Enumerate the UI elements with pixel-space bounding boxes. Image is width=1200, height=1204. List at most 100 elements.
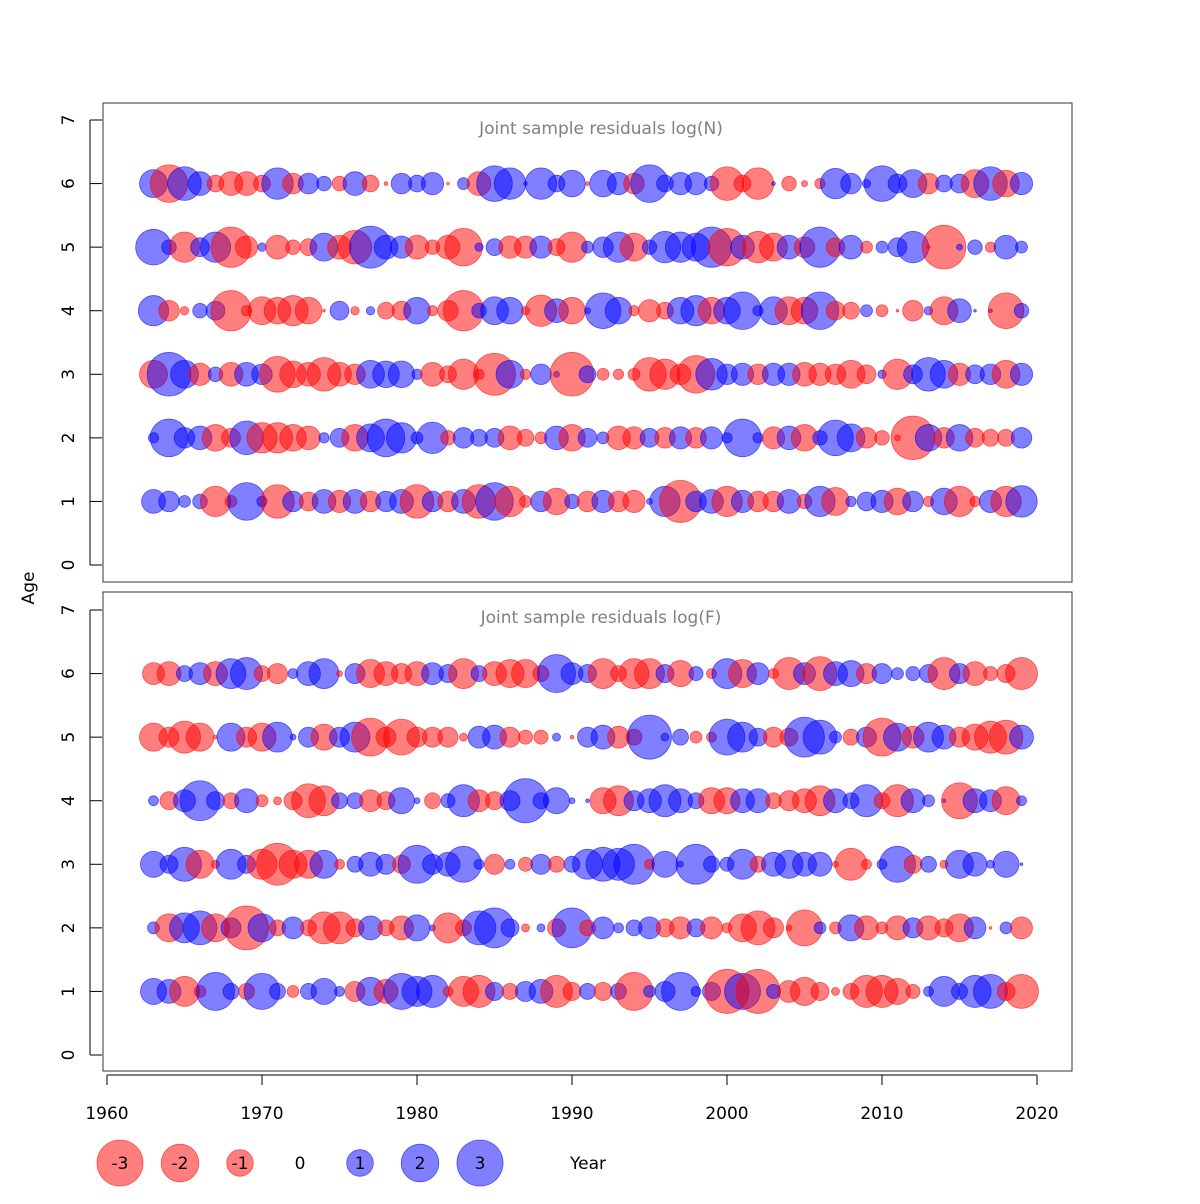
bubble-age4-1973 xyxy=(294,297,323,325)
x-tick-label: 1980 xyxy=(395,1104,438,1124)
y-tick-label: 4 xyxy=(59,305,79,316)
bubble-age1-1990 xyxy=(562,982,582,1001)
bubble-age3-2012 xyxy=(903,854,923,874)
y-tick-label: 5 xyxy=(59,732,79,743)
bubble-age2-1992 xyxy=(591,916,615,940)
bubble-age1-2012 xyxy=(905,983,921,999)
bubble-age3-1966 xyxy=(188,362,212,386)
bubble-age1-1968 xyxy=(222,983,240,1000)
bubble-age1-2012 xyxy=(902,490,924,513)
bubbles xyxy=(135,164,1038,523)
bubble-age4-1965 xyxy=(179,306,190,316)
y-axis-label: Age xyxy=(19,572,39,605)
plot-frame xyxy=(102,102,1073,583)
bubble-age4-1975 xyxy=(329,300,350,321)
bubble-age5-1987 xyxy=(518,729,533,745)
bubble-age6-2004 xyxy=(781,175,797,192)
bubble-age1-1998 xyxy=(690,986,702,997)
bubble-age4-2019 xyxy=(1016,795,1027,807)
panel-logN: Joint sample residuals log(N) 0 1 2 3 4 5 6 7 xyxy=(59,102,1073,583)
bubble-age3-2009 xyxy=(856,364,877,385)
bubble-age3-1985 xyxy=(484,853,505,875)
bubble-age2-2010 xyxy=(874,430,890,446)
bubble-age5-1988 xyxy=(533,729,549,745)
bubble-age3-1996 xyxy=(651,850,679,878)
legend-label: -2 xyxy=(172,1154,189,1174)
bubble-age4-1980 xyxy=(403,297,431,325)
bubble-age5-1989 xyxy=(552,732,561,742)
bubble-age4-1991 xyxy=(585,798,590,804)
legend-label: 0 xyxy=(295,1154,306,1174)
bubble-age5-1995 xyxy=(627,714,672,760)
bubbles xyxy=(139,654,1039,1014)
panel-title: Joint sample residuals log(N) xyxy=(478,119,723,139)
y-tick-label: 7 xyxy=(59,605,79,616)
bubble-age4-1990 xyxy=(558,297,586,325)
bubble-age4-1963 xyxy=(148,795,159,807)
bubble-age5-1972 xyxy=(289,733,297,741)
bubble-age3-1991 xyxy=(578,365,597,384)
legend-bubble xyxy=(456,1139,504,1187)
bubble-age2-2017 xyxy=(988,926,993,930)
bubble-age3-2009 xyxy=(861,858,872,870)
bubble-age1-1964 xyxy=(158,490,180,513)
bubble-age6-1974 xyxy=(316,175,332,192)
y-tick-label: 0 xyxy=(59,1050,79,1061)
legend-label: -1 xyxy=(232,1154,249,1174)
bubble-age1-2007 xyxy=(831,987,840,996)
bubble-age5-2015 xyxy=(956,243,963,251)
bubble-age4-2011 xyxy=(895,308,900,313)
bubble-age2-2009 xyxy=(855,427,878,449)
bubble-age4-1977 xyxy=(365,306,376,316)
y-tick-label: 4 xyxy=(59,795,79,806)
bubble-age4-1969 xyxy=(234,788,259,814)
bubble-age6-1978 xyxy=(383,181,389,186)
bubble-age1-1995 xyxy=(643,985,656,998)
bubble-age3-2019 xyxy=(1009,362,1034,386)
bubble-age5-2008 xyxy=(838,234,864,260)
legend-bubble xyxy=(400,1143,440,1183)
bubble-age3-1974 xyxy=(309,849,339,879)
bubble-age2-2019 xyxy=(1010,427,1033,449)
bubble-age1-1965 xyxy=(178,495,191,508)
legend-label: 2 xyxy=(415,1154,426,1174)
bubble-age1-1971 xyxy=(269,983,286,1000)
bubble-age2-1980 xyxy=(403,914,431,942)
bubble-age6-2011 xyxy=(891,667,904,680)
bubble-age3-1986 xyxy=(504,858,516,870)
bubble-age6-1974 xyxy=(308,658,340,689)
bubble-age2-1987 xyxy=(516,429,535,447)
bubble-age2-2006 xyxy=(813,921,827,935)
y-tick-label: 0 xyxy=(59,560,79,571)
bubble-age1-1992 xyxy=(593,982,613,1001)
bubble-age3-1988 xyxy=(530,363,552,385)
bubble-age5-1969 xyxy=(234,235,259,259)
bubble-age1-1975 xyxy=(334,986,345,997)
bubble-age6-2017 xyxy=(983,666,998,682)
bubble-age4-1971 xyxy=(273,796,282,806)
bubble-age2-1999 xyxy=(700,916,723,940)
bubble-age1-2008 xyxy=(845,495,857,507)
bubble-age5-1982 xyxy=(437,726,459,748)
bubble-age3-1987 xyxy=(519,368,532,380)
x-tick-label: 1970 xyxy=(240,1104,283,1124)
y-tick-label: 7 xyxy=(59,115,79,126)
y-tick-label: 6 xyxy=(59,178,79,189)
bubble-age4-2008 xyxy=(842,301,860,320)
x-tick-label: 2010 xyxy=(860,1104,903,1124)
bubble-age1-1991 xyxy=(579,983,596,1000)
bubble-age5-2014 xyxy=(921,224,967,270)
bubble-age1-1994 xyxy=(622,489,646,513)
bubble-age2-2003 xyxy=(763,917,784,939)
y-tick-label: 6 xyxy=(59,668,79,679)
x-tick-label: 1990 xyxy=(550,1104,593,1124)
bubble-age5-1998 xyxy=(689,730,703,744)
legend-label: -3 xyxy=(112,1154,129,1174)
bubble-age6-1990 xyxy=(558,169,586,198)
bubble-age5-1984 xyxy=(474,242,484,252)
bubble-age3-1988 xyxy=(530,853,552,875)
bubble-age6-1982 xyxy=(446,181,450,186)
x-axis: 1960 1970 1980 1990 2000 2010 2020 xyxy=(85,1074,1059,1124)
bubble-age2-1991 xyxy=(577,428,598,448)
bubble-age6-1971 xyxy=(267,663,288,685)
